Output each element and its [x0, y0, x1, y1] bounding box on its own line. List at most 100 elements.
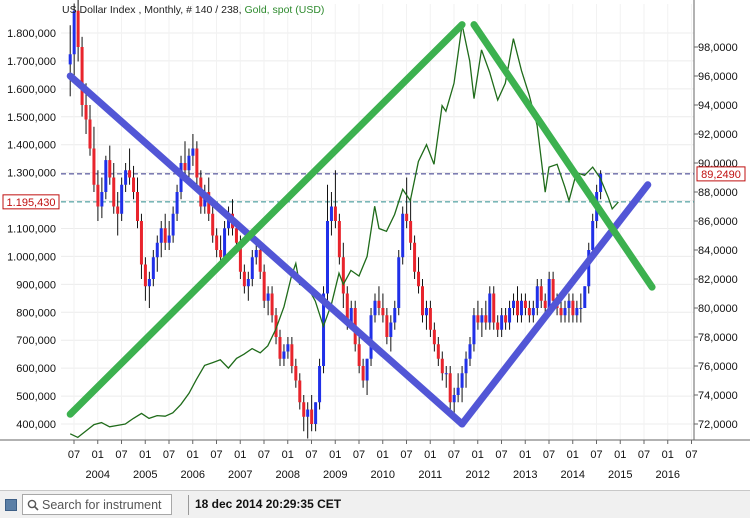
x-axis-year-label: 2012 — [466, 469, 490, 481]
search-icon — [27, 499, 39, 511]
search-input[interactable] — [39, 497, 166, 512]
dxy-candle-body — [322, 293, 326, 366]
left-axis-tick-label: 1.600,000 — [7, 84, 56, 96]
x-axis-month-label: 07 — [543, 449, 555, 461]
x-axis-month-label: 07 — [590, 449, 602, 461]
dxy-candle-body — [472, 315, 476, 345]
dxy-candle-body — [84, 105, 88, 120]
chart-title-overlay: Gold, spot (USD) — [244, 4, 324, 16]
dxy-candle-body — [389, 322, 393, 337]
dxy-candle-body — [298, 380, 302, 403]
x-axis-month-label: 07 — [68, 449, 80, 461]
dxy-candle-body — [519, 300, 523, 316]
x-axis-month-label: 01 — [567, 449, 579, 461]
dxy-candle-body — [72, 10, 76, 55]
dxy-candle-body — [512, 300, 516, 308]
x-axis-month-label: 07 — [115, 449, 127, 461]
grid — [61, 4, 694, 440]
dxy-candle-body — [480, 315, 484, 323]
dxy-candle-body — [310, 409, 314, 424]
instrument-color-square[interactable] — [5, 499, 17, 511]
dxy-candle-body — [551, 279, 555, 301]
dxy-candle-body — [385, 315, 389, 337]
x-axis-month-label: 01 — [187, 449, 199, 461]
dxy-candle-body — [405, 213, 409, 221]
dxy-candle-body — [571, 300, 575, 316]
dxy-candle-body — [464, 358, 468, 374]
dxy-candle-body — [96, 184, 100, 207]
dxy-candle-body — [258, 250, 262, 272]
left-axis-tick-label: 400,000 — [16, 419, 56, 431]
x-axis-month-label: 01 — [377, 449, 389, 461]
dxy-candle-body — [575, 308, 579, 316]
right-axis-tick-label: 74,0000 — [698, 390, 738, 402]
dxy-candle-body — [306, 409, 310, 417]
left-axis-tick-label: 600,000 — [16, 363, 56, 375]
left-axis-tick-label: 900,000 — [16, 279, 56, 291]
dxy-candle-body — [373, 300, 377, 316]
x-axis-month-label: 01 — [282, 449, 294, 461]
left-axis-tick-label: 1.400,000 — [7, 140, 56, 152]
dxy-candle-body — [381, 308, 385, 316]
dxy-candle-body — [290, 344, 294, 366]
right-axis-tick-label: 72,0000 — [698, 419, 738, 431]
dxy-candle-body — [282, 351, 286, 359]
dxy-candle-body — [151, 257, 155, 279]
x-axis-year-label: 2014 — [561, 469, 585, 481]
dxy-candle-body — [187, 155, 191, 171]
left-axis-labels: 400,000 500,000 600,000 700,000 800,000 900,0… — [7, 28, 56, 431]
dxy-candle-body — [460, 373, 464, 388]
dxy-candle-body — [365, 358, 369, 381]
reference-lines — [61, 173, 694, 203]
server-timestamp: 18 dec 2014 20:29:35 CET — [195, 497, 342, 511]
dxy-candle-body — [452, 395, 456, 403]
dxy-candle-body — [302, 402, 306, 417]
dxy-candle-body — [139, 221, 143, 265]
dxy-candle-body — [318, 366, 322, 403]
dxy-candle-body — [369, 315, 373, 359]
dxy-candle-body — [413, 242, 417, 272]
dxy-candle-body — [432, 329, 436, 345]
dxy-candle-body — [424, 308, 428, 316]
dxy-candle-body — [124, 170, 128, 185]
dxy-candle-body — [219, 250, 223, 258]
dxy-candle-body — [417, 271, 421, 287]
dxy-price-label-box — [696, 166, 746, 182]
dxy-candle-body — [515, 300, 519, 316]
dxy-candle-body — [444, 373, 448, 375]
dxy-candle-body — [349, 308, 353, 323]
dxy-candle-body — [100, 192, 104, 207]
x-axis-month-label: 01 — [92, 449, 104, 461]
price-labels: 1.195,430 89,2490 — [2, 166, 746, 210]
right-axis-tick-label: 88,0000 — [698, 187, 738, 199]
gold-price-label-box — [2, 194, 60, 210]
chart-title-main: US Dollar Index , Monthly, # 140 / 238, — [62, 4, 244, 16]
instrument-search-box[interactable] — [22, 494, 172, 515]
dxy-candle-body — [155, 242, 159, 258]
dxy-candle-body — [535, 286, 539, 308]
dxy-candle-body — [377, 300, 381, 308]
dxy-candle-body — [401, 213, 405, 258]
x-axis-year-label: 2009 — [323, 469, 347, 481]
x-axis-month-label: 01 — [139, 449, 151, 461]
dxy-candle-body — [539, 286, 543, 301]
dxy-candle-body — [108, 160, 112, 178]
dxy-candle-body — [270, 293, 274, 316]
left-axis-tick-label: 1.000,000 — [7, 251, 56, 263]
x-axis-month-label: 01 — [662, 449, 674, 461]
x-axis-year-label: 2015 — [608, 469, 632, 481]
dxy-candle-body — [341, 257, 345, 294]
dxy-candle-body — [246, 279, 250, 287]
dxy-candle-body — [543, 300, 547, 308]
dxy-candle-body — [163, 228, 167, 243]
x-axis-month-label: 01 — [519, 449, 531, 461]
dxy-candle-body — [409, 221, 413, 243]
right-axis-tick-label: 76,0000 — [698, 361, 738, 373]
dxy-candle-body — [567, 300, 571, 308]
dxy-candle-body — [147, 279, 151, 287]
dxy-candle-body — [167, 235, 171, 243]
x-axis-month-label: 07 — [305, 449, 317, 461]
dxy-candle-body — [559, 308, 563, 316]
dxy-candle-body — [254, 250, 258, 258]
dxy-candle-body — [274, 315, 278, 337]
